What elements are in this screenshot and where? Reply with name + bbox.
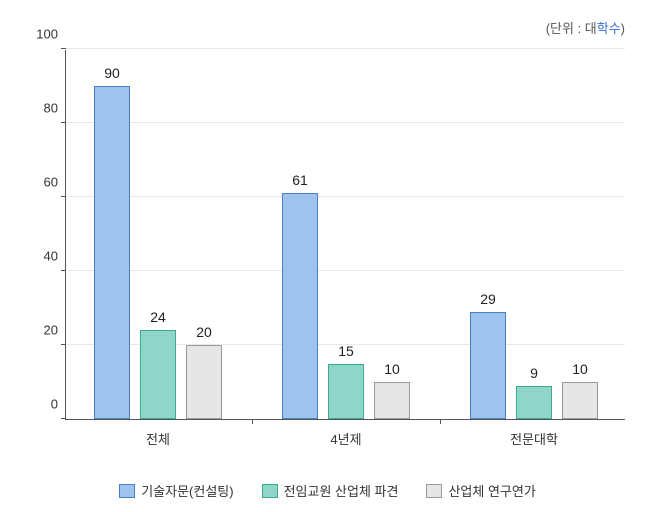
ytick-mark (61, 270, 66, 271)
bar: 29 (470, 312, 506, 419)
ytick-label: 100 (36, 27, 66, 42)
bar: 90 (94, 86, 130, 419)
ytick-mark (61, 48, 66, 49)
legend-item: 전임교원 산업체 파견 (262, 481, 399, 500)
unit-prefix: (단위 : 대 (546, 21, 597, 36)
legend-item: 산업체 연구연가 (426, 481, 535, 500)
bar: 24 (140, 330, 176, 419)
bar: 10 (374, 382, 410, 419)
bar-value-label: 61 (292, 172, 308, 194)
ytick-mark (61, 122, 66, 123)
bar: 10 (562, 382, 598, 419)
bar-value-label: 10 (572, 361, 588, 383)
ytick-mark (61, 418, 66, 419)
bar: 9 (516, 386, 552, 419)
xtick-mark (252, 419, 253, 424)
ytick-label: 80 (44, 101, 66, 116)
bar-value-label: 29 (480, 291, 496, 313)
bar: 20 (186, 345, 222, 419)
legend-item: 기술자문(컨설팅) (119, 481, 233, 500)
bar-group: 6115104년제 (282, 50, 410, 419)
legend: 기술자문(컨설팅) 전임교원 산업체 파견 산업체 연구연가 (0, 481, 655, 500)
bar-value-label: 9 (530, 365, 538, 387)
bar: 61 (282, 193, 318, 419)
legend-label: 전임교원 산업체 파견 (284, 481, 399, 500)
ytick-label: 40 (44, 249, 66, 264)
legend-label: 기술자문(컨설팅) (141, 481, 233, 500)
bar-value-label: 15 (338, 343, 354, 365)
legend-swatch (262, 484, 278, 498)
bar: 15 (328, 364, 364, 420)
bar-value-label: 10 (384, 361, 400, 383)
xtick-mark (440, 419, 441, 424)
bar-value-label: 24 (150, 309, 166, 331)
ytick-label: 0 (51, 397, 66, 412)
unit-label: (단위 : 대학수) (546, 18, 625, 37)
ytick-label: 20 (44, 323, 66, 338)
category-label: 전체 (146, 419, 170, 448)
bar-value-label: 20 (196, 324, 212, 346)
category-label: 전문대학 (510, 419, 558, 448)
legend-swatch (119, 484, 135, 498)
legend-swatch (426, 484, 442, 498)
ytick-label: 60 (44, 175, 66, 190)
category-label: 4년제 (330, 419, 361, 448)
ytick-mark (61, 196, 66, 197)
chart-plot-area: 020406080100902420전체6115104년제29910전문대학 (65, 50, 625, 420)
ytick-mark (61, 344, 66, 345)
bar-value-label: 90 (104, 65, 120, 87)
unit-suffix: ) (621, 21, 625, 36)
bar-group: 29910전문대학 (470, 50, 598, 419)
gridline (66, 48, 625, 49)
legend-label: 산업체 연구연가 (448, 481, 535, 500)
bar-group: 902420전체 (94, 50, 222, 419)
unit-highlight: 학수 (597, 21, 621, 36)
